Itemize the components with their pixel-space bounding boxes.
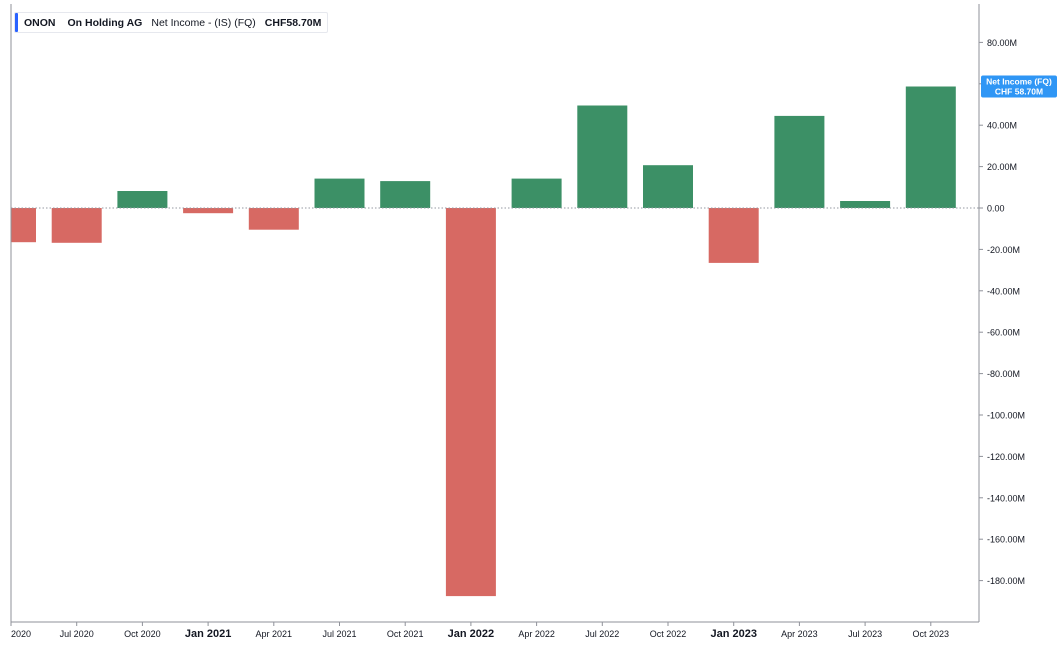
y-tick-label: -20.00M xyxy=(987,245,1020,255)
y-tick-label: 40.00M xyxy=(987,121,1017,131)
bar-jan-2021 xyxy=(183,208,234,214)
bar-apr-2021 xyxy=(248,208,299,230)
bar-apr-2020 xyxy=(11,208,36,243)
x-tick-label: Jan 2023 xyxy=(710,628,756,640)
x-tick-label: Jul 2020 xyxy=(60,629,94,639)
bar-jul-2021 xyxy=(314,178,365,208)
x-tick-label: Jan 2021 xyxy=(185,628,231,640)
x-tick-label: Jul 2022 xyxy=(585,629,619,639)
x-tick-label: Apr 2022 xyxy=(518,629,555,639)
x-tick-label: Oct 2023 xyxy=(913,629,950,639)
legend-symbol: ONON xyxy=(24,16,56,29)
current-value-label-title: Net Income (FQ) xyxy=(986,76,1052,86)
current-value-label-bg xyxy=(981,75,1057,98)
y-tick-label: -120.00M xyxy=(987,452,1025,462)
x-tick-label: 2020 xyxy=(11,629,31,639)
x-tick-label: Jul 2023 xyxy=(848,629,882,639)
x-tick-label: Oct 2021 xyxy=(387,629,424,639)
y-tick-label: -140.00M xyxy=(987,493,1025,503)
axes-layer: 80.00M60.00M40.00M20.00M0.00-20.00M-40.0… xyxy=(10,4,1025,640)
y-tick-label: -80.00M xyxy=(987,369,1020,379)
x-tick-label: Oct 2020 xyxy=(124,629,161,639)
bar-jul-2020 xyxy=(51,208,102,243)
x-tick-label: Jul 2021 xyxy=(322,629,356,639)
bar-jan-2023 xyxy=(708,208,759,263)
y-tick-label: -40.00M xyxy=(987,286,1020,296)
x-tick-label: Oct 2022 xyxy=(650,629,687,639)
bar-apr-2023 xyxy=(774,115,825,208)
bars-layer xyxy=(11,86,956,597)
bar-oct-2023 xyxy=(905,86,956,208)
x-tick-label: Apr 2023 xyxy=(781,629,818,639)
bar-oct-2022 xyxy=(643,165,693,208)
legend-value: CHF58.70M xyxy=(264,16,322,29)
bar-jan-2022 xyxy=(445,208,496,597)
legend-color-marker xyxy=(15,13,18,32)
bar-oct-2021 xyxy=(380,181,431,208)
x-tick-label: Jan 2022 xyxy=(448,628,494,640)
current-value-label: Net Income (FQ) CHF 58.70M xyxy=(981,75,1057,98)
legend-metric: Net Income - (IS) (FQ) xyxy=(151,16,256,29)
bar-jul-2022 xyxy=(577,105,628,208)
y-tick-label: -100.00M xyxy=(987,411,1025,421)
y-tick-label: 80.00M xyxy=(987,38,1017,48)
y-tick-label: 0.00 xyxy=(987,204,1005,214)
chart-legend[interactable]: ONON On Holding AG Net Income - (IS) (FQ… xyxy=(14,12,329,33)
y-tick-label: -160.00M xyxy=(987,535,1025,545)
y-tick-label: -60.00M xyxy=(987,328,1020,338)
y-tick-label: -180.00M xyxy=(987,576,1025,586)
bar-jul-2023 xyxy=(840,201,891,208)
y-tick-label: 20.00M xyxy=(987,162,1017,172)
bar-apr-2022 xyxy=(511,178,562,208)
legend-company: On Holding AG xyxy=(67,16,143,29)
bar-oct-2020 xyxy=(117,191,168,208)
current-value-label-value: CHF 58.70M xyxy=(995,86,1043,96)
x-tick-label: Apr 2021 xyxy=(256,629,293,639)
